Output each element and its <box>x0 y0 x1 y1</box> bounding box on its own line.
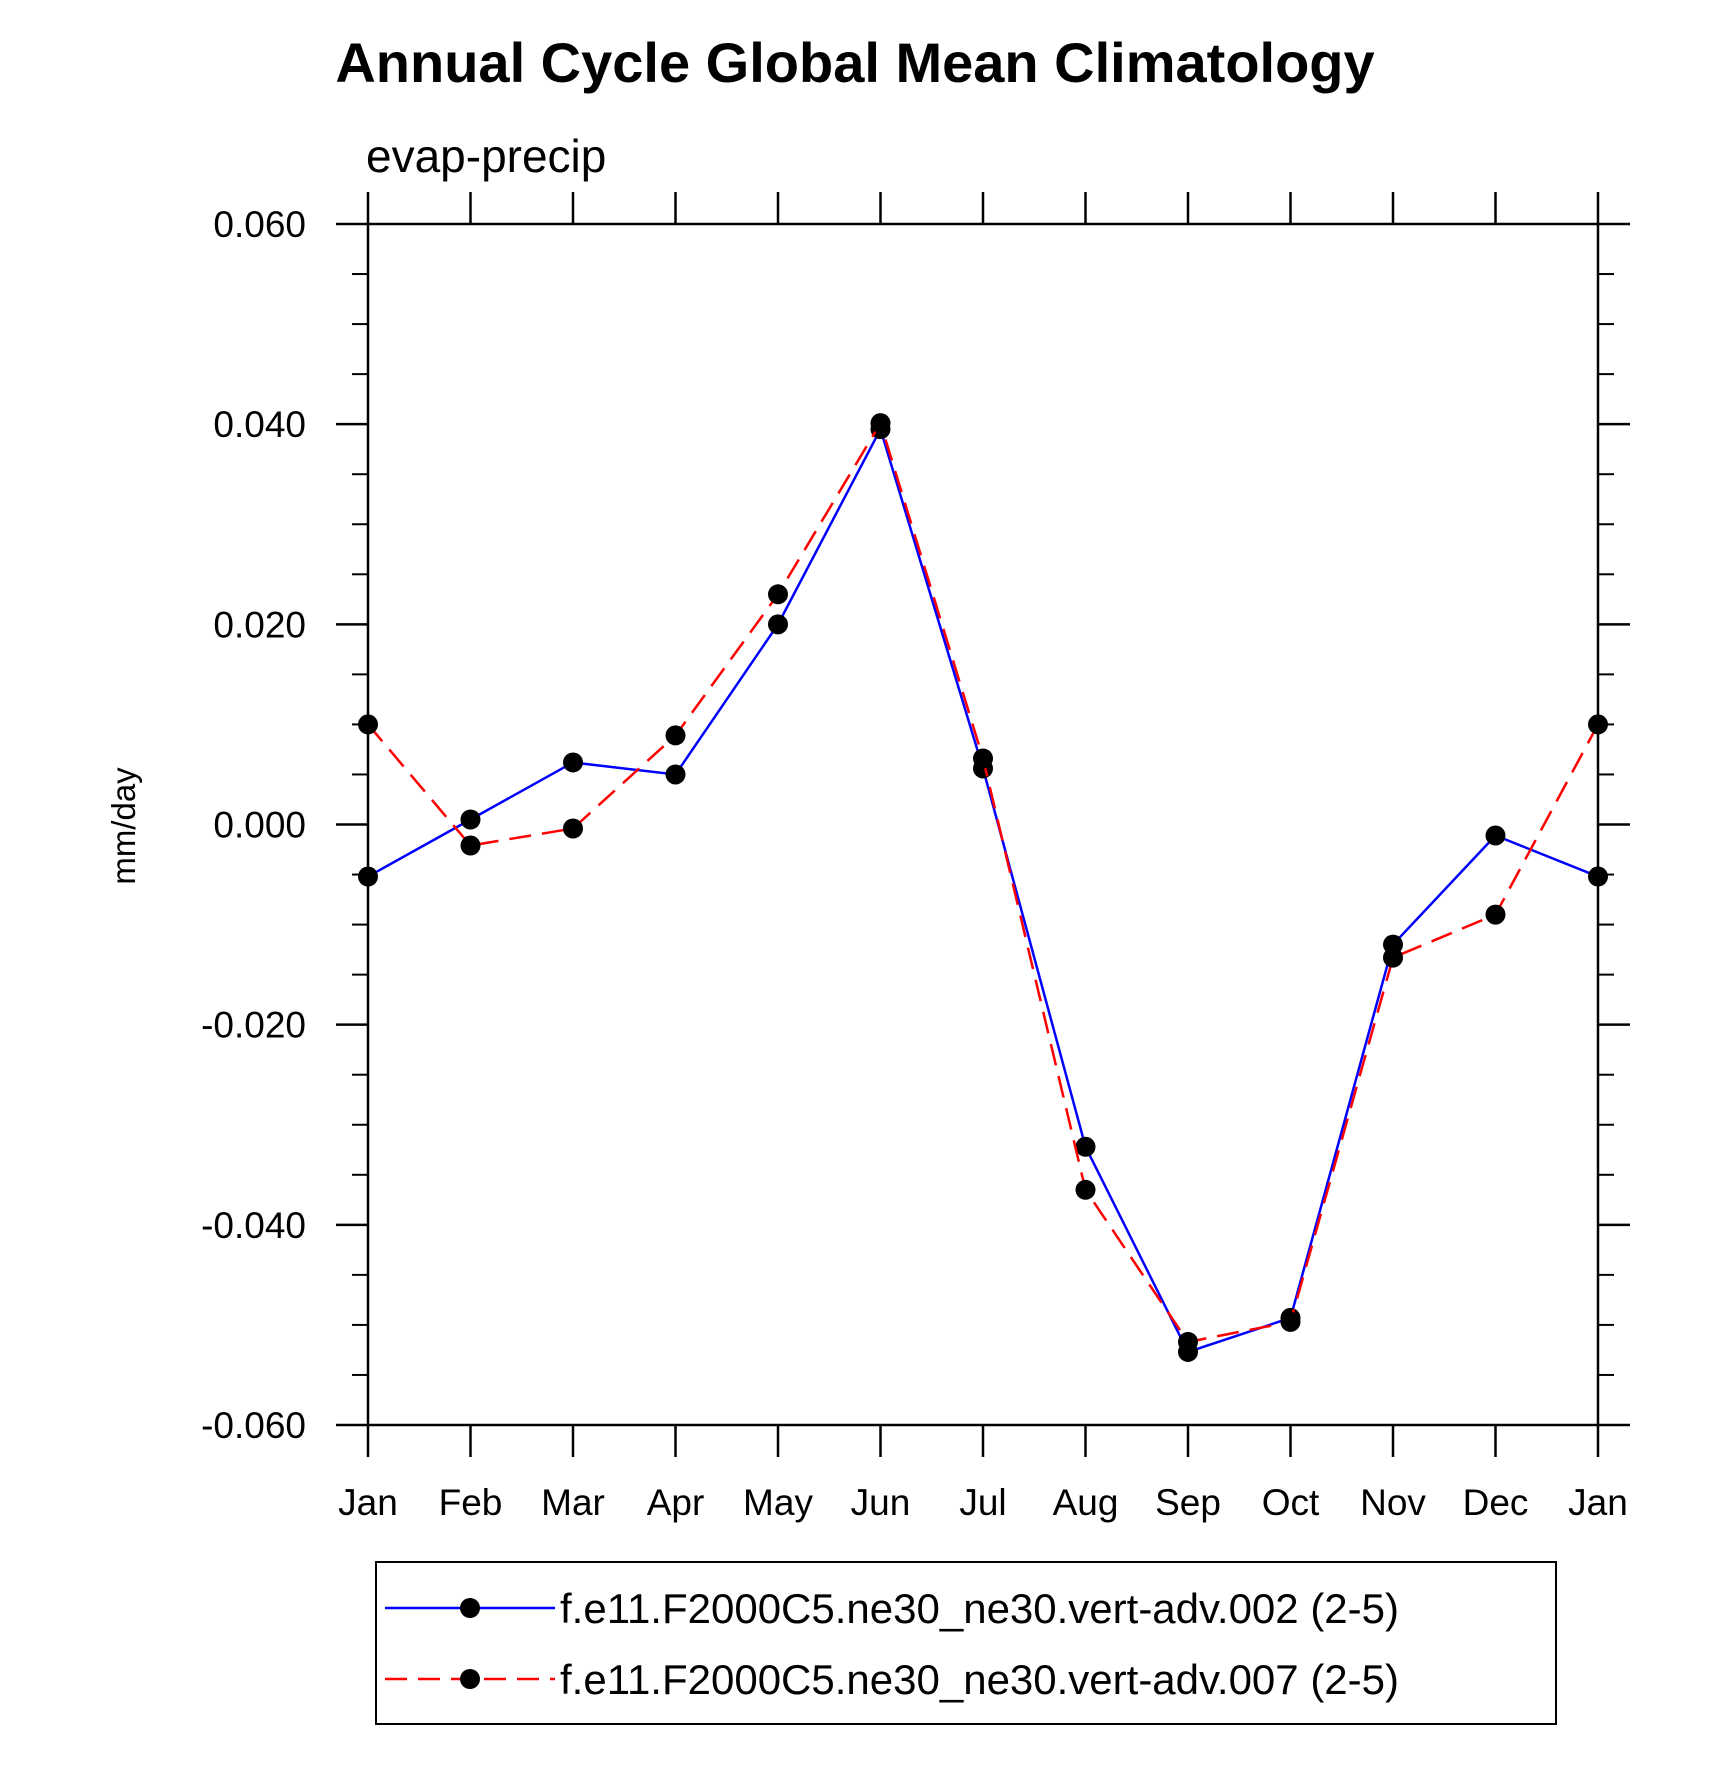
series-1-point <box>1075 1136 1096 1157</box>
x-tick-label: Apr <box>647 1482 705 1523</box>
x-tick-label: Aug <box>1053 1482 1119 1523</box>
x-tick-label: Sep <box>1155 1482 1221 1523</box>
series-2-point <box>973 748 993 769</box>
series-1-point <box>665 764 686 785</box>
x-tick-label: Jan <box>1568 1482 1628 1523</box>
series-line-1 <box>367 425 1599 1354</box>
series-1-point <box>1588 866 1608 887</box>
x-tick-label: Mar <box>541 1482 605 1523</box>
series-2-point <box>358 714 378 735</box>
y-axis-label: mm/day <box>105 767 142 885</box>
series-2-point <box>1485 904 1506 925</box>
series-1-point <box>563 752 583 773</box>
x-tick-label: Jan <box>338 1482 398 1523</box>
x-tick-label: Jun <box>851 1482 911 1523</box>
series-2-point <box>870 413 891 434</box>
x-tick-label: Jul <box>959 1482 1006 1523</box>
series-2-point <box>768 584 788 605</box>
legend-label-1: f.e11.F2000C5.ne30_ne30.vert-adv.002 (2-… <box>560 1585 1399 1632</box>
x-tick-label: Dec <box>1463 1482 1529 1523</box>
y-tick-label: 0.020 <box>213 604 306 645</box>
legend-label-2: f.e11.F2000C5.ne30_ne30.vert-adv.007 (2-… <box>560 1656 1399 1703</box>
x-tick-label: May <box>743 1482 813 1523</box>
chart-title: Annual Cycle Global Mean Climatology <box>335 31 1374 94</box>
series-2-point <box>563 818 583 839</box>
y-tick-label: 0.060 <box>213 204 306 245</box>
legend-swatch-marker-2 <box>460 1669 480 1689</box>
x-tick-label: Feb <box>439 1482 503 1523</box>
series-2-point <box>1178 1331 1198 1352</box>
series-1-point <box>358 866 378 887</box>
y-tick-label: -0.060 <box>201 1405 306 1446</box>
y-tick-label: 0.000 <box>213 805 306 846</box>
legend: f.e11.F2000C5.ne30_ne30.vert-adv.002 (2-… <box>375 1561 1557 1725</box>
y-tick-label: 0.040 <box>213 404 306 445</box>
series-1-point <box>460 809 481 830</box>
series-2-point <box>665 725 686 746</box>
axes: 0.060 0.040 0.020 0.000 -0.020 -0.040 -0.060 Ja… <box>201 192 1630 1523</box>
series-2-point <box>1280 1311 1301 1332</box>
series-1-point <box>1485 825 1506 846</box>
y-tick-label: -0.040 <box>201 1205 306 1246</box>
y-tick-label: -0.020 <box>201 1005 306 1046</box>
series-2-point <box>1588 714 1608 735</box>
series-1-point <box>768 614 788 635</box>
legend-swatch-marker-1 <box>460 1598 480 1618</box>
chart-subtitle: evap-precip <box>366 130 606 182</box>
series-group <box>358 413 1608 1362</box>
series-line-2 <box>367 420 1600 1344</box>
x-tick-label: Oct <box>1262 1482 1320 1523</box>
plot-frame <box>366 222 1600 1427</box>
series-2-point <box>1383 947 1403 968</box>
series-2-point <box>460 835 481 856</box>
x-tick-label: Nov <box>1360 1482 1426 1523</box>
series-2-point <box>1075 1179 1096 1200</box>
legend-box <box>375 1561 1557 1725</box>
